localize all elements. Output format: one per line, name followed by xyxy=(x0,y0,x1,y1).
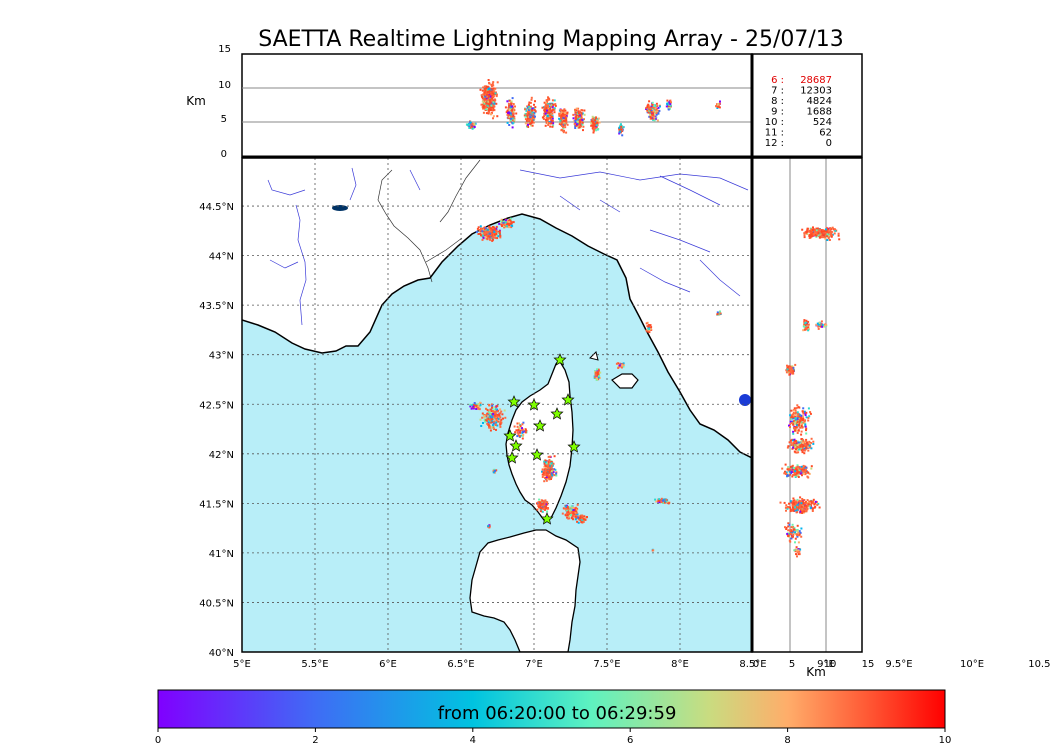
lon-tick-label: 5°E xyxy=(233,659,251,670)
lightning-points xyxy=(469,217,722,552)
lma-stations xyxy=(503,353,581,525)
lat-tick-label: 43.5°N xyxy=(199,301,234,312)
alt-ytick: 15 xyxy=(218,44,231,55)
station-star-icon xyxy=(530,448,544,461)
altitude-panel: 15 10 5 0 Km xyxy=(186,44,753,160)
station-count-label: 11 : xyxy=(765,128,784,139)
lon-tick-label: 6°E xyxy=(379,659,397,670)
colorbar-tick: 8 xyxy=(784,735,790,746)
alt-ylabel: Km xyxy=(186,94,206,108)
side-xtick: 10 xyxy=(824,659,837,670)
lon-tick-label: 10.5°E xyxy=(1028,659,1050,670)
station-star-icon xyxy=(503,429,517,442)
lat-tick-label: 40°N xyxy=(209,648,234,659)
side-xtick: 0 xyxy=(753,659,759,670)
lat-tick-label: 44°N xyxy=(209,252,234,263)
station-star-icon xyxy=(505,451,519,464)
station-count-label: 6 : xyxy=(771,75,784,86)
side-xtick: 5 xyxy=(789,659,795,670)
station-count-value: 524 xyxy=(813,117,832,128)
station-count-value: 4824 xyxy=(807,96,832,107)
station-star-icon xyxy=(550,407,564,420)
station-star-icon xyxy=(507,395,521,408)
colorbar-tick: 4 xyxy=(470,735,476,746)
lon-tick-label: 8.5°E xyxy=(739,659,766,670)
station-star-icon xyxy=(533,419,547,432)
station-count-value: 12303 xyxy=(800,86,832,97)
lat-tick-label: 44.5°N xyxy=(199,202,234,213)
side-altitude-panel: 0 5 10 15 Km xyxy=(751,157,875,679)
station-count-value: 62 xyxy=(819,128,832,139)
side-xtick: 15 xyxy=(862,659,875,670)
station-count-label: 12 : xyxy=(765,138,784,149)
figure-title: SAETTA Realtime Lightning Mapping Array … xyxy=(258,27,844,52)
lon-tick-label: 10°E xyxy=(960,659,984,670)
lat-tick-label: 43°N xyxy=(209,351,234,362)
lat-tick-label: 41.5°N xyxy=(199,499,234,510)
station-star-icon xyxy=(567,440,581,453)
side-xlabel: Km xyxy=(806,665,826,679)
sardinia-island xyxy=(469,529,581,652)
station-count-label: 7 : xyxy=(771,86,784,97)
station-star-icon xyxy=(527,398,541,411)
corsica-island xyxy=(505,358,574,521)
lon-tick-label: 5.5°E xyxy=(301,659,328,670)
colorbar-tick: 0 xyxy=(155,735,161,746)
lat-tick-label: 42°N xyxy=(209,450,234,461)
station-count-value: 28687 xyxy=(800,75,832,86)
lon-tick-label: 7°E xyxy=(525,659,543,670)
alt-ytick: 10 xyxy=(218,80,231,91)
station-star-icon xyxy=(540,512,554,525)
colorbar: from 06:20:00 to 06:29:59 0 2 4 6 8 10 xyxy=(155,689,952,746)
lon-tick-label: 7.5°E xyxy=(593,659,620,670)
sea-area xyxy=(242,214,752,652)
colorbar-tick: 6 xyxy=(627,735,633,746)
lon-tick-label: 8°E xyxy=(671,659,689,670)
alt-ytick: 0 xyxy=(221,149,227,160)
colorbar-label: from 06:20:00 to 06:29:59 xyxy=(438,703,677,724)
station-count-value: 1688 xyxy=(807,107,832,118)
colorbar-tick: 2 xyxy=(312,735,318,746)
altitude-points xyxy=(465,79,721,137)
elba-island xyxy=(611,373,639,389)
station-star-icon xyxy=(553,353,567,366)
lat-tick-label: 40.5°N xyxy=(199,598,234,609)
lat-tick-label: 41°N xyxy=(209,549,234,560)
lat-tick-label: 42.5°N xyxy=(199,400,234,411)
station-star-icon xyxy=(561,393,575,406)
station-count-label: 8 : xyxy=(771,96,784,107)
station-count-label: 9 : xyxy=(771,107,784,118)
alt-ytick: 5 xyxy=(221,114,227,125)
station-star-icon xyxy=(509,439,523,452)
lon-tick-label: 9°E xyxy=(817,659,835,670)
station-count-value: 0 xyxy=(826,138,832,149)
colorbar-tick: 10 xyxy=(939,735,952,746)
lon-tick-label: 9.5°E xyxy=(885,659,912,670)
lon-tick-label: 6.5°E xyxy=(447,659,474,670)
station-count-box: 6 : 28687 7 : 12303 8 : 4824 9 : 1688 10 : 524 11 … xyxy=(751,53,863,158)
station-count-label: 10 : xyxy=(765,117,784,128)
map-panel: 5°E 5.5°E 6°E 6.5°E 7°E 7.5°E 8°E 8.5°E 9°E 9.5°E… xyxy=(199,157,1050,670)
